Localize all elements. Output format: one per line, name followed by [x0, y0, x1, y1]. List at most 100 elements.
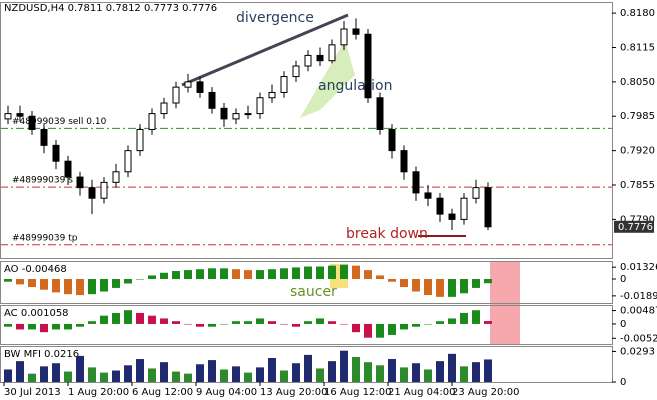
indicator-bar — [208, 360, 216, 382]
candle-body — [484, 187, 492, 228]
candle-body — [304, 54, 312, 67]
last-price-label: 0.7776 — [618, 222, 653, 233]
indicator-bar — [88, 279, 96, 295]
candle-body — [100, 181, 108, 199]
candle-body — [436, 197, 444, 215]
indicator-bar — [4, 323, 12, 327]
panel-frame — [0, 346, 613, 383]
indicator-bar — [148, 315, 156, 324]
indicator-bar — [88, 321, 96, 324]
y-tick-label: 0 — [620, 319, 626, 330]
annotation: saucer — [290, 284, 337, 300]
indicator-bar — [376, 275, 384, 280]
indicator-bar — [400, 367, 408, 382]
indicator-bar — [328, 361, 336, 382]
indicator-bar — [436, 361, 444, 382]
candle-body — [88, 187, 96, 199]
y-tick-label: 0.7790 — [620, 214, 655, 225]
indicator-bar — [28, 373, 36, 382]
indicator-bar — [268, 321, 276, 324]
candle-body — [76, 176, 84, 189]
indicator-bar — [4, 369, 12, 382]
indicator-bar — [100, 279, 108, 292]
candle-body — [268, 91, 276, 99]
candle-body — [280, 76, 288, 93]
indicator-bar — [52, 323, 60, 330]
candle-body — [460, 197, 468, 220]
indicator-bar — [208, 323, 216, 327]
indicator-bar — [196, 269, 204, 280]
x-tick-label: 6 Aug 12:00 — [132, 387, 193, 398]
indicator-bar — [28, 279, 36, 288]
indicator-bar — [280, 268, 288, 280]
indicator-bar — [16, 361, 24, 382]
indicator-bar — [16, 279, 24, 285]
candle-body — [220, 107, 228, 120]
x-tick-label: 13 Aug 20:00 — [260, 387, 327, 398]
indicator-bar — [352, 265, 360, 280]
indicator-bar — [40, 366, 48, 382]
x-tick-label: 1 Aug 20:00 — [68, 387, 129, 398]
indicator-bar — [160, 318, 168, 324]
indicator-bar — [256, 367, 264, 382]
indicator-bar — [472, 310, 480, 324]
indicator-bar — [136, 279, 144, 280]
candle-body — [136, 128, 144, 152]
candle-body — [472, 187, 480, 199]
x-tick-label: 23 Aug 20:00 — [452, 387, 519, 398]
candle-body — [112, 171, 120, 183]
annotation: divergence — [236, 10, 314, 26]
y-tick-label: 0.8180 — [620, 8, 655, 19]
indicator-bar — [472, 279, 480, 288]
indicator-bar — [124, 310, 132, 324]
candle-body — [64, 160, 72, 178]
indicator-bar — [352, 323, 360, 333]
candle-body — [292, 65, 300, 78]
indicator-bar — [340, 350, 348, 382]
panel-frame — [0, 305, 613, 345]
order-label: #48999039 tp — [12, 233, 78, 243]
candle-body — [208, 91, 216, 109]
indicator-bar — [184, 270, 192, 280]
candle-body — [364, 33, 372, 99]
y-tick-label: 0.8115 — [620, 42, 655, 53]
indicator-bar — [256, 318, 264, 324]
indicator-bar — [124, 365, 132, 382]
indicator-bar — [364, 362, 372, 382]
indicator-bar — [304, 321, 312, 324]
candle-body — [16, 113, 24, 117]
candle-body — [376, 97, 384, 130]
indicator-bar — [424, 323, 432, 325]
indicator-bar — [172, 371, 180, 382]
indicator-bar — [64, 371, 72, 382]
y-tick-label: -0.0189 — [620, 291, 657, 302]
indicator-bar — [244, 372, 252, 382]
y-tick-label: 0.7855 — [620, 180, 655, 191]
indicator-bar — [388, 323, 396, 335]
indicator-bar — [412, 323, 420, 327]
indicator-bar — [412, 279, 420, 292]
indicator-bar — [112, 312, 120, 324]
indicator-bar — [484, 279, 492, 284]
indicator-bar — [460, 312, 468, 324]
panel-frame — [0, 2, 613, 259]
indicator-bar — [112, 279, 120, 288]
indicator-bar — [364, 270, 372, 280]
candle-body — [160, 102, 168, 115]
indicator-bar — [148, 368, 156, 382]
indicator-bar — [316, 318, 324, 324]
y-tick-label: 0.01326 — [620, 262, 657, 273]
indicator-bar — [400, 323, 408, 330]
indicator-bar — [28, 323, 36, 330]
indicator-bar — [136, 359, 144, 382]
indicator-bar — [304, 266, 312, 280]
indicator-bar — [364, 323, 372, 338]
candle-body — [316, 54, 324, 62]
indicator-bar — [436, 321, 444, 324]
candle-body — [412, 171, 420, 194]
candle-body — [340, 28, 348, 46]
y-tick-label: 0.7985 — [620, 111, 655, 122]
indicator-bar — [232, 321, 240, 324]
indicator-bar — [460, 279, 468, 294]
indicator-bar — [136, 312, 144, 324]
